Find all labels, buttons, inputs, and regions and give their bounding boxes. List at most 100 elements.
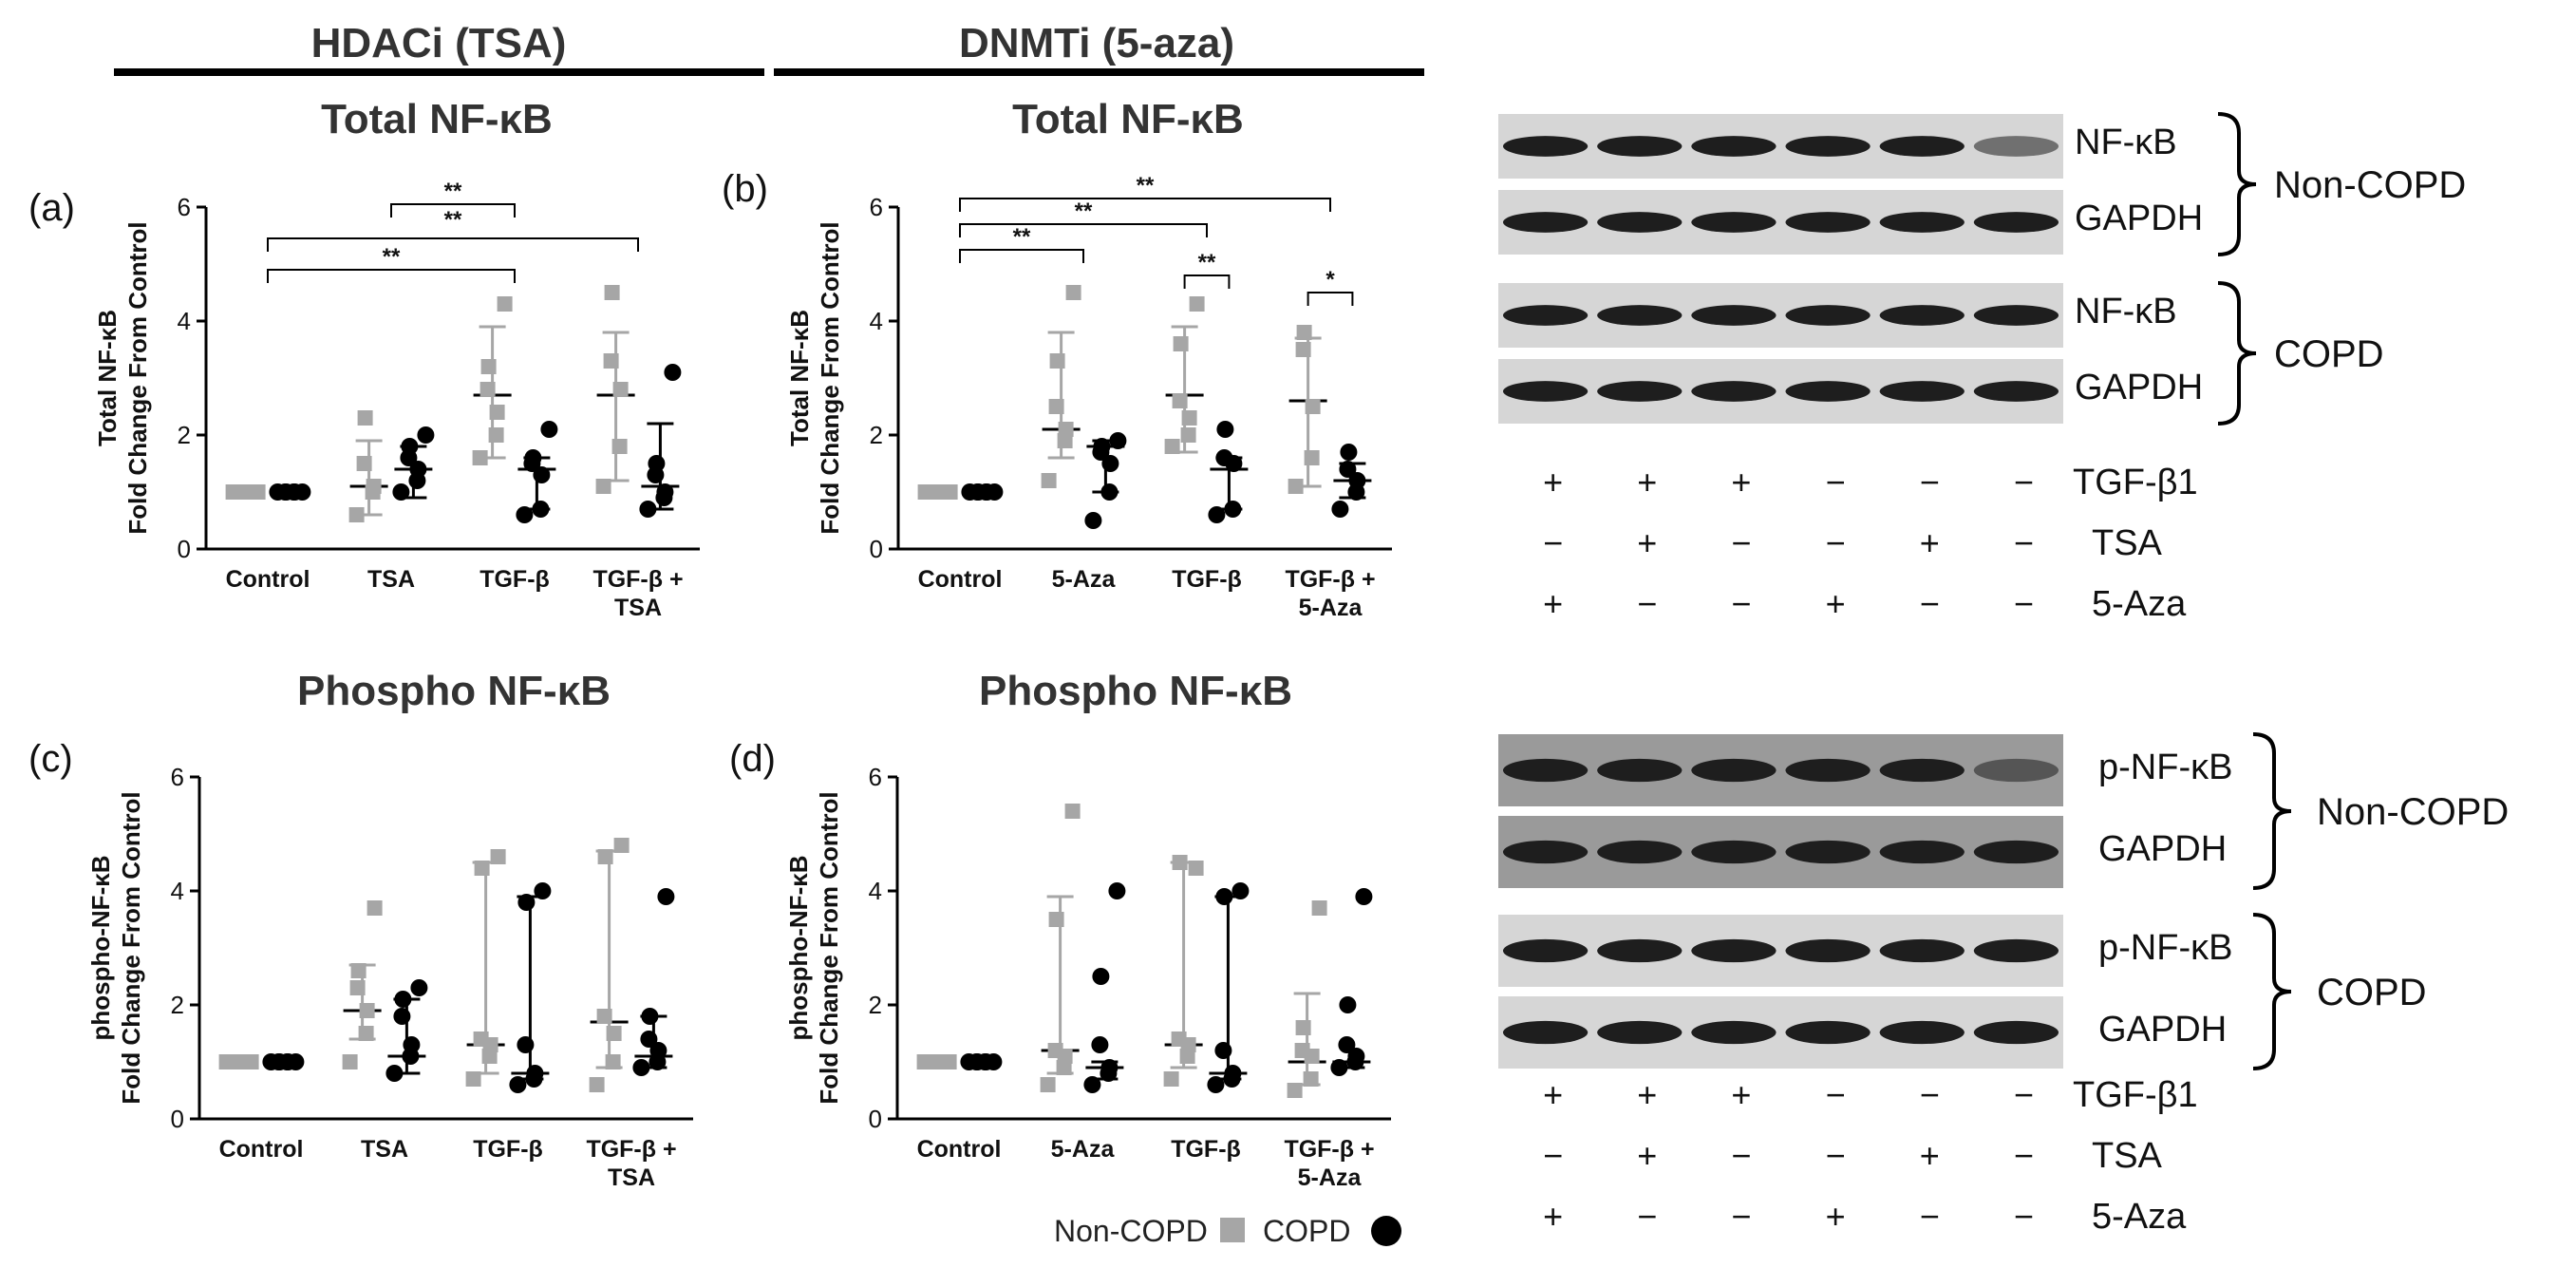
y-tick-label: 4 [869, 877, 882, 905]
y-axis-label: Fold Change From Control [117, 791, 145, 1104]
data-point-non-copd [1296, 325, 1312, 340]
data-point-copd [409, 461, 427, 478]
blot-band [1973, 840, 2059, 864]
blot-band [1597, 1020, 1683, 1045]
x-tick-label: TGF-β [1172, 566, 1242, 593]
blot-band [1785, 381, 1871, 402]
data-point-non-copd [1164, 439, 1180, 454]
y-axis-label: phospho-NF-κB [784, 856, 813, 1041]
data-point-copd [1224, 1065, 1242, 1082]
blot-strip [1498, 359, 2063, 424]
significance-label: ** [383, 244, 401, 270]
data-point-copd [393, 1008, 411, 1025]
blot-band [1879, 381, 1965, 402]
x-tick-label: TSA [614, 595, 662, 621]
significance-label: ** [444, 207, 462, 233]
data-point-copd [1101, 455, 1119, 472]
treatment-label: TSA [2092, 523, 2163, 563]
blot-row-label: GAPDH [2075, 368, 2203, 407]
data-point-non-copd [596, 1009, 612, 1024]
x-tick-label: 5-Aza [1052, 566, 1117, 593]
data-point-non-copd [925, 1054, 941, 1069]
data-point-copd [1093, 438, 1111, 455]
blot-strip [1498, 996, 2063, 1069]
data-point-non-copd [1295, 1020, 1311, 1035]
data-point-copd [509, 1076, 527, 1093]
blot-row-label: NF-κB [2075, 123, 2177, 162]
data-point-non-copd [941, 1054, 957, 1069]
data-point-copd [1215, 888, 1233, 905]
blot-band [1502, 381, 1589, 402]
x-tick-label: TGF-β + [1284, 1136, 1374, 1163]
data-point-non-copd [1048, 912, 1064, 927]
y-tick-label: 4 [870, 307, 883, 335]
blot-band [1973, 758, 2059, 783]
data-point-copd [1084, 512, 1102, 529]
data-point-non-copd [1181, 410, 1197, 426]
treatment-sign: + [1543, 1075, 1563, 1114]
blot-band [1879, 758, 1965, 783]
data-point-copd [1331, 501, 1349, 518]
blot-strip [1498, 114, 2063, 179]
y-axis-label: Fold Change From Control [815, 791, 843, 1104]
blot-band [1691, 305, 1777, 326]
significance-label: ** [444, 179, 462, 204]
data-point-copd [1339, 461, 1357, 478]
data-point-copd [1207, 1076, 1225, 1093]
data-point-copd [1092, 968, 1110, 985]
data-point-copd [277, 483, 295, 501]
blot-band [1785, 758, 1871, 783]
y-tick-label: 4 [178, 307, 191, 335]
data-point-copd [968, 1053, 987, 1070]
data-point-copd [1232, 882, 1250, 899]
data-point-non-copd [1189, 296, 1205, 312]
treatment-sign: − [1826, 1075, 1846, 1114]
data-point-non-copd [1171, 1031, 1187, 1047]
legend: Non-COPD COPD [1054, 1214, 1401, 1248]
y-axis-label: Fold Change From Control [816, 221, 844, 534]
data-point-non-copd [942, 484, 958, 500]
significance-label: * [1326, 267, 1335, 293]
blot-band [1973, 212, 2059, 233]
data-point-non-copd [243, 1054, 259, 1069]
x-tick-label: TSA [608, 1164, 655, 1191]
treatment-sign: + [1543, 1197, 1563, 1236]
data-point-copd [632, 1059, 650, 1076]
blot-row-label: GAPDH [2098, 1010, 2227, 1050]
data-point-copd [969, 483, 987, 501]
blot-row-label: p-NF-κB [2098, 928, 2232, 968]
treatment-label: 5-Aza [2092, 1197, 2187, 1237]
blot-strip [1498, 915, 2063, 987]
treatment-sign: + [1543, 463, 1563, 502]
group-brace [2217, 112, 2257, 256]
blot-band [1691, 381, 1777, 402]
treatment-sign: − [1826, 463, 1846, 502]
data-point-non-copd [1304, 450, 1320, 465]
data-point-non-copd [1163, 1071, 1179, 1087]
header-dnmti-rule [774, 68, 1424, 76]
blot-band [1973, 938, 2059, 963]
data-point-non-copd [1180, 427, 1196, 443]
data-point-non-copd [1295, 342, 1311, 357]
significance-label: ** [1075, 199, 1093, 224]
data-point-non-copd [357, 410, 373, 426]
blot-band [1597, 136, 1683, 157]
data-point-non-copd [348, 507, 365, 522]
data-point-copd [1355, 888, 1373, 905]
data-point-copd [641, 1008, 659, 1025]
y-axis-label: Total NF-κB [785, 310, 814, 446]
blot-band [1691, 1020, 1777, 1045]
data-point-non-copd [1049, 353, 1065, 369]
blot-band [1502, 758, 1589, 783]
data-point-non-copd [342, 1054, 358, 1069]
data-point-non-copd [250, 484, 266, 500]
blot-group-label: Non-COPD [2274, 164, 2466, 206]
data-point-non-copd [595, 479, 611, 494]
significance-bracket [959, 223, 1208, 237]
blot-band [1691, 758, 1777, 783]
data-point-non-copd [606, 1026, 622, 1041]
data-point-non-copd [227, 1054, 243, 1069]
blot-band [1502, 1020, 1589, 1045]
y-tick-label: 0 [870, 535, 883, 563]
y-tick-label: 2 [171, 991, 184, 1019]
